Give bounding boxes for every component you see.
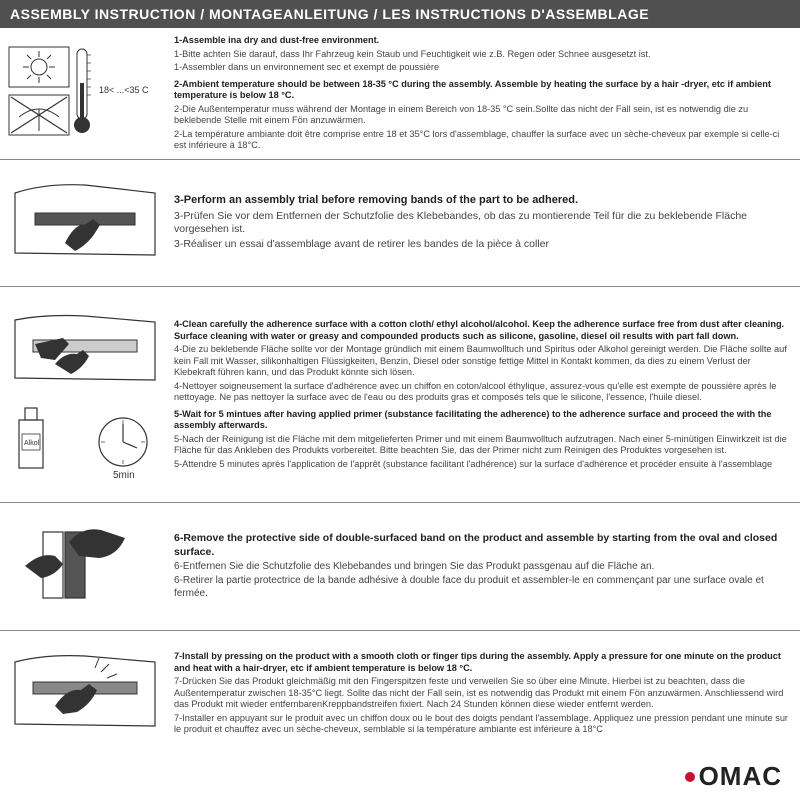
- text-cell-3: 4-Clean carefully the adherence surface …: [170, 287, 800, 502]
- step1-de: 1-Bitte achten Sie darauf, dass Ihr Fahr…: [174, 49, 792, 61]
- step2-en: 2-Ambient temperature should be between …: [174, 79, 792, 102]
- step2-fr: 2-La température ambiante doit être comp…: [174, 129, 792, 152]
- text-cell-4: 6-Remove the protective side of double-s…: [170, 503, 800, 629]
- step4-fr: 4-Nettoyer soigneusement la surface d'ad…: [174, 381, 792, 404]
- row-remove: 6-Remove the protective side of double-s…: [0, 503, 800, 630]
- step4-de: 4-Die zu beklebende Fläche sollte vor de…: [174, 344, 792, 379]
- alcohol-label: Alkol: [24, 440, 40, 447]
- step3-de: 3-Prüfen Sie vor dem Entfernen der Schut…: [174, 210, 792, 236]
- icon-cell-2: [0, 160, 170, 286]
- text-cell-1: 1-Assemble ina dry and dust-free environ…: [170, 28, 800, 159]
- step7-en: 7-Install by pressing on the product wit…: [174, 651, 792, 674]
- step6-en: 6-Remove the protective side of double-s…: [174, 532, 792, 558]
- clean-wait-icon: Alkol 5min: [5, 310, 165, 480]
- step7-de: 7-Drücken Sie das Produkt gleichmäßig mi…: [174, 676, 792, 711]
- icon-cell-5: [0, 631, 170, 757]
- sun-thermo-icon: 18< ...<35 C: [5, 43, 165, 143]
- step6-fr: 6-Retirer la partie protectrice de la ba…: [174, 575, 792, 600]
- step4-en: 4-Clean carefully the adherence surface …: [174, 319, 792, 342]
- icon-cell-4: [0, 503, 170, 629]
- icon-cell-1: 18< ...<35 C: [0, 28, 170, 159]
- wait-label: 5min: [113, 470, 135, 480]
- step1-fr: 1-Assembler dans un environnement sec et…: [174, 62, 792, 74]
- temp-label: 18< ...<35 C: [99, 85, 149, 95]
- step5-de: 5-Nach der Reinigung ist die Fläche mit …: [174, 434, 792, 457]
- step3-en: 3-Perform an assembly trial before remov…: [174, 194, 792, 208]
- logo-text: OMAC: [699, 761, 782, 792]
- text-cell-2: 3-Perform an assembly trial before remov…: [170, 160, 800, 286]
- row-press: 7-Install by pressing on the product wit…: [0, 631, 800, 757]
- row-trial: 3-Perform an assembly trial before remov…: [0, 160, 800, 287]
- peel-icon: [5, 516, 165, 616]
- step5-en: 5-Wait for 5 mintues after having applie…: [174, 409, 792, 432]
- step2-de: 2-Die Außentemperatur muss während der M…: [174, 104, 792, 127]
- step7-fr: 7-Installer en appuyant sur le produit a…: [174, 713, 792, 736]
- footer: OMAC: [0, 757, 800, 800]
- trial-icon: [5, 173, 165, 273]
- logo-dot-icon: [685, 772, 695, 782]
- title-bar: ASSEMBLY INSTRUCTION / MONTAGEANLEITUNG …: [0, 0, 800, 28]
- row-env-temp: 18< ...<35 C 1-Assemble ina dry and dust…: [0, 28, 800, 160]
- step6-de: 6-Entfernen Sie die Schutzfolie des Kleb…: [174, 561, 792, 574]
- row-clean-wait: Alkol 5min 4-Clean carefully the adheren…: [0, 287, 800, 503]
- press-icon: [5, 644, 165, 744]
- instruction-rows: 18< ...<35 C 1-Assemble ina dry and dust…: [0, 28, 800, 757]
- step1-en: 1-Assemble ina dry and dust-free environ…: [174, 35, 792, 47]
- step5-fr: 5-Attendre 5 minutes après l'application…: [174, 459, 792, 471]
- omac-logo: OMAC: [685, 761, 782, 792]
- step3-fr: 3-Réaliser un essai d'assemblage avant d…: [174, 238, 792, 251]
- icon-cell-3: Alkol 5min: [0, 287, 170, 502]
- text-cell-5: 7-Install by pressing on the product wit…: [170, 631, 800, 757]
